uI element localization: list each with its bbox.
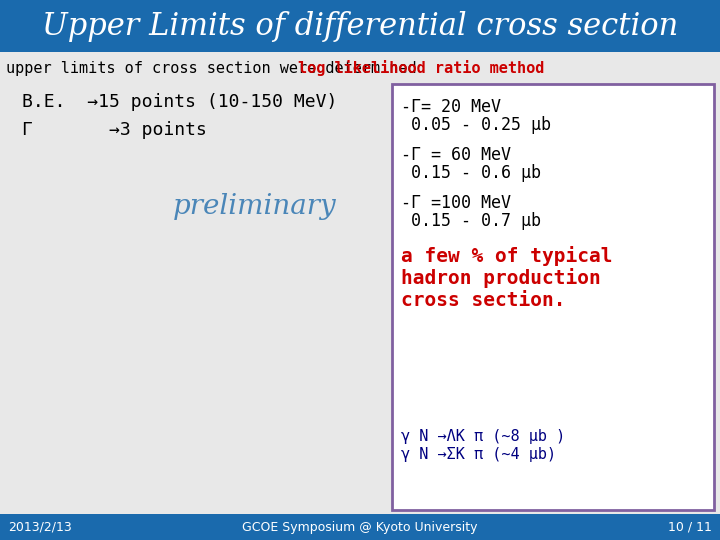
- Text: -Γ= 20 MeV: -Γ= 20 MeV: [401, 98, 501, 116]
- Text: Upper Limits of differential cross section: Upper Limits of differential cross secti…: [42, 10, 678, 42]
- Text: preliminary: preliminary: [174, 193, 337, 220]
- Text: cross section.: cross section.: [401, 291, 565, 309]
- Text: log likelihood ratio method: log likelihood ratio method: [298, 60, 544, 76]
- Text: hadron production: hadron production: [401, 268, 600, 288]
- Text: -Γ = 60 MeV: -Γ = 60 MeV: [401, 146, 511, 164]
- Text: B.E.  →15 points (10-150 MeV): B.E. →15 points (10-150 MeV): [22, 93, 338, 111]
- Text: 10 / 11: 10 / 11: [668, 521, 712, 534]
- Text: Γ       →3 points: Γ →3 points: [22, 121, 207, 139]
- Text: 0.15 - 0.7 μb: 0.15 - 0.7 μb: [401, 212, 541, 230]
- Bar: [0, 514, 720, 540]
- Text: 2013/2/13: 2013/2/13: [8, 521, 72, 534]
- Text: 0.15 - 0.6 μb: 0.15 - 0.6 μb: [401, 164, 541, 182]
- FancyBboxPatch shape: [392, 84, 714, 510]
- Text: GCOE Symposium @ Kyoto University: GCOE Symposium @ Kyoto University: [242, 521, 478, 534]
- Bar: [0, 0, 720, 52]
- Text: 0.05 - 0.25 μb: 0.05 - 0.25 μb: [401, 116, 551, 134]
- Text: -Γ =100 MeV: -Γ =100 MeV: [401, 194, 511, 212]
- Bar: [0, 52, 720, 514]
- Text: upper limits of cross section were determined: upper limits of cross section were deter…: [6, 60, 426, 76]
- Text: a few % of typical: a few % of typical: [401, 246, 613, 266]
- Text: γ N →ΛK π (~8 μb ): γ N →ΛK π (~8 μb ): [401, 429, 565, 443]
- Text: γ N →ΣK π (~4 μb): γ N →ΣK π (~4 μb): [401, 447, 556, 462]
